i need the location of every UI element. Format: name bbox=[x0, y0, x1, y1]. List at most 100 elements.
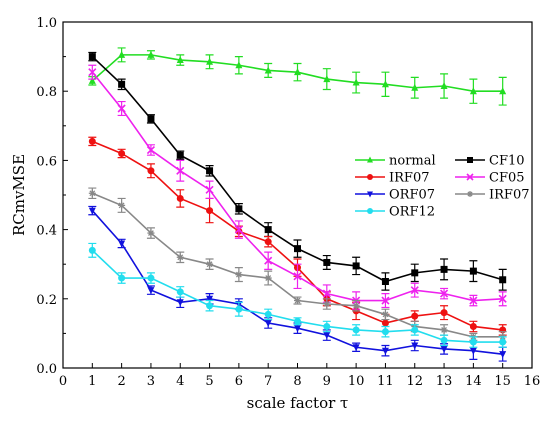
x-tick-label: 5 bbox=[205, 374, 213, 389]
data-point bbox=[469, 87, 477, 95]
data-point bbox=[411, 326, 419, 334]
x-tick-label: 8 bbox=[293, 374, 301, 389]
data-point bbox=[176, 56, 184, 64]
data-point bbox=[176, 151, 184, 159]
x-tick-label: 14 bbox=[465, 374, 482, 389]
data-point bbox=[206, 295, 214, 303]
data-point bbox=[381, 310, 389, 318]
data-point bbox=[147, 50, 155, 58]
legend-item-6: IRF07 bbox=[455, 188, 530, 203]
x-tick-label: 3 bbox=[147, 374, 155, 389]
data-point bbox=[467, 191, 473, 197]
data-point bbox=[235, 61, 243, 69]
data-point bbox=[264, 66, 272, 74]
data-point bbox=[439, 289, 449, 298]
data-point bbox=[118, 50, 126, 58]
data-point bbox=[381, 278, 389, 285]
data-point bbox=[88, 53, 96, 61]
data-point bbox=[176, 253, 184, 261]
data-point bbox=[206, 57, 214, 65]
data-point bbox=[176, 299, 184, 307]
data-point bbox=[411, 83, 419, 91]
y-tick-label: 1.0 bbox=[36, 16, 57, 31]
x-tick-label: 13 bbox=[436, 374, 453, 389]
data-point bbox=[147, 115, 155, 123]
data-point bbox=[381, 347, 389, 355]
data-point bbox=[411, 269, 419, 277]
data-point bbox=[88, 137, 96, 145]
series-2 bbox=[88, 51, 507, 291]
data-point bbox=[352, 262, 360, 270]
series-7 bbox=[88, 242, 507, 348]
data-point bbox=[467, 157, 473, 163]
y-tick-label: 0.6 bbox=[36, 154, 57, 169]
data-point bbox=[294, 317, 301, 325]
data-point bbox=[206, 260, 214, 268]
y-tick-label: 0.4 bbox=[36, 224, 57, 239]
data-point bbox=[469, 267, 477, 275]
data-point bbox=[323, 258, 331, 266]
data-point bbox=[323, 332, 331, 340]
data-point bbox=[147, 229, 155, 237]
data-point bbox=[440, 336, 448, 344]
data-point bbox=[469, 347, 477, 355]
data-point bbox=[440, 82, 448, 90]
data-point bbox=[118, 201, 126, 209]
data-point bbox=[381, 80, 389, 88]
data-point bbox=[146, 145, 156, 155]
legend-item-2: CF10 bbox=[455, 154, 525, 169]
x-tick-label: 15 bbox=[494, 374, 511, 389]
data-point bbox=[88, 76, 96, 84]
data-point bbox=[381, 319, 389, 327]
x-tick-label: 0 bbox=[59, 374, 67, 389]
data-point bbox=[206, 167, 214, 175]
data-point bbox=[499, 276, 507, 284]
data-point bbox=[367, 208, 373, 214]
y-tick-label: 0.2 bbox=[36, 293, 57, 308]
data-point bbox=[411, 312, 419, 320]
data-point bbox=[118, 274, 126, 282]
data-point bbox=[352, 326, 360, 334]
data-point bbox=[499, 351, 507, 359]
data-point bbox=[88, 189, 96, 197]
data-point bbox=[499, 87, 507, 95]
data-point bbox=[440, 345, 448, 353]
y-tick-label: 0.8 bbox=[36, 85, 57, 100]
data-point bbox=[411, 342, 419, 350]
series-1 bbox=[88, 47, 507, 106]
data-point bbox=[235, 205, 243, 213]
data-point bbox=[264, 274, 272, 282]
data-point bbox=[176, 166, 185, 175]
data-point bbox=[88, 68, 97, 77]
data-point bbox=[118, 80, 126, 88]
x-tick-label: 6 bbox=[235, 374, 243, 389]
data-point bbox=[147, 274, 155, 282]
data-point bbox=[352, 302, 360, 310]
legend-label: CF05 bbox=[489, 171, 525, 186]
data-point bbox=[469, 322, 477, 330]
x-tick-label: 9 bbox=[323, 374, 331, 389]
data-point bbox=[235, 305, 243, 313]
data-point bbox=[206, 207, 214, 215]
data-point bbox=[469, 296, 478, 305]
x-tick-label: 2 bbox=[117, 374, 125, 389]
data-point bbox=[498, 294, 507, 303]
data-point bbox=[352, 78, 360, 86]
data-point bbox=[234, 225, 243, 234]
data-point bbox=[206, 302, 214, 310]
x-tick-label: 16 bbox=[524, 374, 541, 389]
data-point bbox=[235, 271, 243, 279]
x-tick-label: 1 bbox=[88, 374, 96, 389]
data-point bbox=[440, 265, 448, 273]
data-point bbox=[322, 289, 331, 298]
data-point bbox=[294, 68, 301, 76]
data-point bbox=[367, 156, 373, 163]
data-point bbox=[440, 309, 448, 317]
legend-item-5: ORF07 bbox=[355, 188, 435, 203]
x-tick-label: 11 bbox=[377, 374, 394, 389]
data-point bbox=[294, 325, 301, 333]
data-point bbox=[466, 173, 474, 181]
data-point bbox=[323, 322, 331, 330]
data-point bbox=[176, 194, 184, 202]
